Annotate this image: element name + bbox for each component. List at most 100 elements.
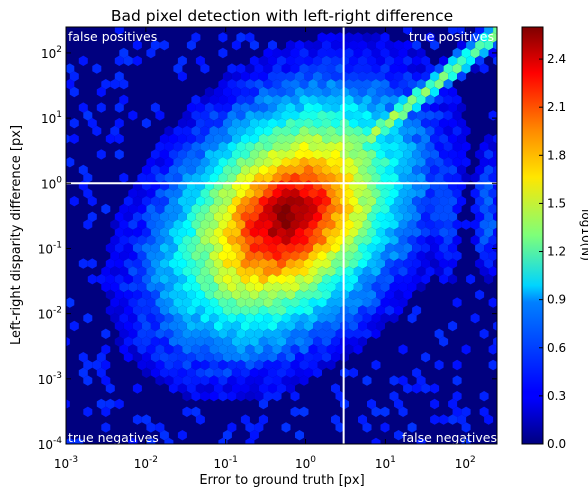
hexbin-cell <box>281 125 291 137</box>
hexbin-cell <box>227 359 237 371</box>
hexbin-cell <box>277 305 286 316</box>
hexbin-cell <box>155 422 165 433</box>
hexbin-cell <box>452 157 462 168</box>
hexbin-cell <box>443 157 453 168</box>
hexbin-cell <box>448 133 458 144</box>
hexbin-cell <box>164 203 174 215</box>
hexbin-cell <box>209 141 219 152</box>
hexbin-cell <box>371 157 381 168</box>
hexbin-cell <box>299 235 309 246</box>
hexbin-cell <box>371 32 381 43</box>
hexbin-cell <box>191 266 201 277</box>
hexbin-cell <box>281 375 291 386</box>
hexbin-cell <box>349 40 358 51</box>
hexbin-cell <box>204 352 214 363</box>
hexbin-cell <box>249 289 259 300</box>
hexbin-cell <box>452 141 462 152</box>
hexbin-cell <box>191 141 201 152</box>
hexbin-cell <box>110 313 120 324</box>
hexbin-cell <box>123 211 133 222</box>
colorbar-frame <box>521 26 544 445</box>
hexbin-cell <box>110 266 120 277</box>
hexbin-cell <box>268 383 277 394</box>
hexbin-cell <box>69 71 79 82</box>
hexbin-cell <box>110 297 120 308</box>
hexbin-cell <box>488 297 497 308</box>
hexbin-cell <box>484 27 494 35</box>
hexbin-cell <box>430 211 440 222</box>
hexbin-cell <box>353 313 363 324</box>
hexbin-cell <box>200 250 210 261</box>
hexbin-cell <box>277 227 286 238</box>
hexbin-cell <box>353 235 363 246</box>
hexbin-cell <box>290 344 300 355</box>
hexbin-cell <box>132 55 142 66</box>
hexbin-cell <box>245 359 255 371</box>
hexbin-cell <box>218 32 228 43</box>
hexbin-cell <box>114 133 124 144</box>
hexbin-cell <box>281 297 291 308</box>
hexbin-cell <box>398 157 408 168</box>
hexbin-cell <box>281 328 291 339</box>
hexbin-cell <box>317 94 327 105</box>
hexbin-cell <box>367 71 376 82</box>
hexbin-cell <box>177 320 187 332</box>
hexbin-cell <box>254 125 264 137</box>
hexbin-cell <box>277 133 286 144</box>
hexbin-cell <box>371 47 381 59</box>
hexbin-cell <box>69 320 79 332</box>
hexbin-cell <box>200 203 210 215</box>
hexbin-cell <box>254 281 264 293</box>
hexbin-cell <box>119 250 129 261</box>
hexbin-cell <box>317 235 327 246</box>
hexbin-cell <box>101 375 111 386</box>
hexbin-cell <box>295 242 304 254</box>
hexbin-cell <box>461 157 471 168</box>
hexbin-cell <box>227 94 237 105</box>
hexbin-cell <box>213 320 223 332</box>
hexbin-cell <box>376 71 385 82</box>
hexbin-cell <box>227 188 237 199</box>
hexbin-cell <box>313 352 322 363</box>
hexbin-cell <box>295 258 304 269</box>
hexbin-cell <box>403 118 413 129</box>
hexbin-cell <box>272 297 282 308</box>
hexbin-cell <box>304 289 313 300</box>
hexbin-cell <box>362 32 372 43</box>
hexbin-cell <box>380 297 390 308</box>
hexbin-cell <box>484 196 494 207</box>
hexbin-cell <box>146 281 156 293</box>
hexbin-cell <box>353 281 363 293</box>
hexbin-cell <box>150 367 160 378</box>
hexbin-cell <box>362 219 372 230</box>
hexbin-cell <box>488 188 497 199</box>
hexbin-cell <box>200 235 210 246</box>
hexbin-cell <box>227 203 237 215</box>
hexbin-cell <box>132 196 142 207</box>
hexbin-cell <box>66 134 70 144</box>
hexbin-cell <box>146 328 156 339</box>
hexbin-cell <box>421 242 431 254</box>
hexbin-cell <box>425 125 435 137</box>
hexbin-cell <box>299 94 309 105</box>
hexbin-cell <box>488 157 497 168</box>
hexbin-cell <box>204 320 214 332</box>
hexbin-cell <box>439 414 449 425</box>
hexbin-cell <box>484 242 494 254</box>
hexbin-cell <box>430 118 440 129</box>
hexbin-cell <box>209 219 219 230</box>
hexbin-cell <box>222 258 232 269</box>
hexbin-cell <box>295 149 304 160</box>
hexbin-cell <box>227 250 237 261</box>
hexbin-cell <box>258 398 268 410</box>
hexbin-cell <box>430 102 440 113</box>
hexbin-cell <box>349 86 358 98</box>
hexbin-cell <box>231 258 241 269</box>
hexbin-cell <box>304 305 313 316</box>
hexbin-cell <box>466 274 476 285</box>
hexbin-cell <box>299 266 309 277</box>
hexbin-cell <box>358 242 367 254</box>
hexbin-cell <box>132 336 142 347</box>
hexbin-cell <box>367 86 376 98</box>
hexbin-cell <box>322 320 331 332</box>
